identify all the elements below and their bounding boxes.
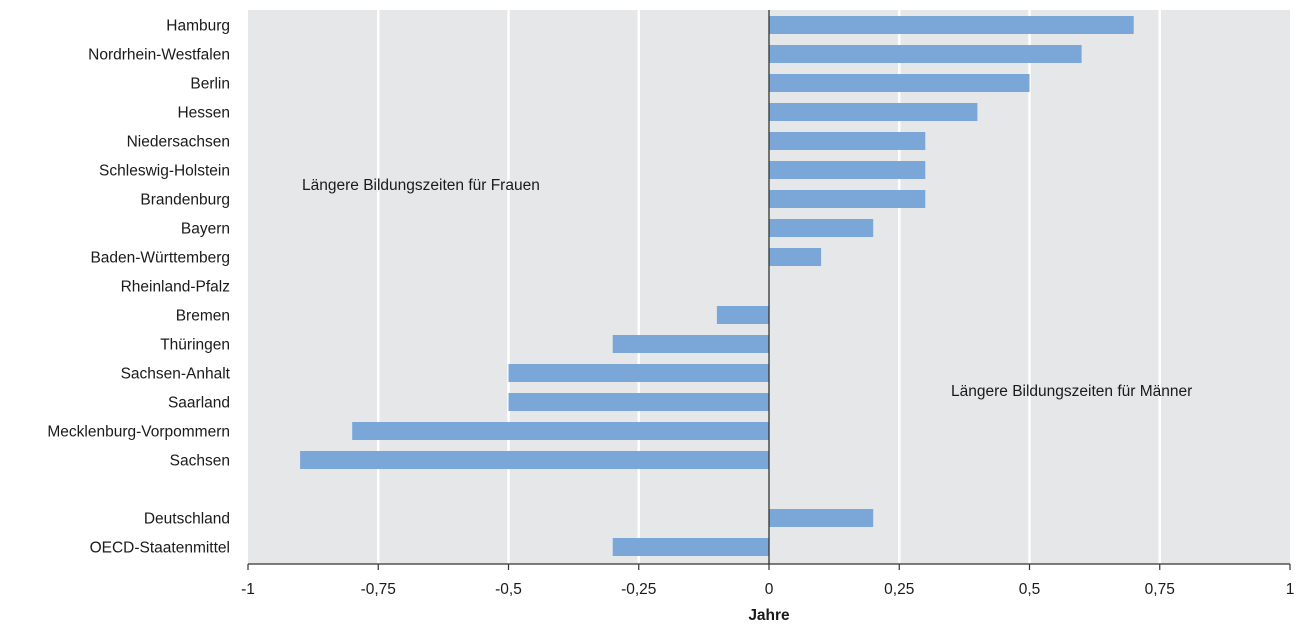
bar xyxy=(769,103,978,121)
category-label: Sachsen-Anhalt xyxy=(121,366,231,383)
bar xyxy=(612,538,769,556)
bar xyxy=(769,248,822,266)
bar xyxy=(769,161,926,179)
bar xyxy=(769,45,1082,63)
bar xyxy=(769,74,1030,92)
bars xyxy=(300,16,1134,556)
bar xyxy=(612,335,769,353)
bar xyxy=(769,16,1134,34)
category-label: Saarland xyxy=(168,395,230,412)
category-label: OECD-Staatenmittel xyxy=(90,540,230,557)
annotation-men: Längere Bildungszeiten für Männer xyxy=(951,383,1192,400)
category-label: Bayern xyxy=(181,221,230,238)
category-label: Rheinland-Pfalz xyxy=(121,279,230,296)
category-label: Niedersachsen xyxy=(127,134,230,151)
category-label: Bremen xyxy=(176,308,230,325)
bar xyxy=(508,393,769,411)
bar xyxy=(508,364,769,382)
x-axis-title: Jahre xyxy=(748,607,790,624)
category-label: Hessen xyxy=(177,105,230,122)
category-label: Thüringen xyxy=(160,337,230,354)
x-tick-label: -0,5 xyxy=(495,581,522,598)
category-label: Brandenburg xyxy=(140,192,230,209)
category-labels: Hamburg Nordrhein-Westfalen Berlin Hessen Ni… xyxy=(47,18,230,557)
category-label: Hamburg xyxy=(166,18,230,35)
category-label: Schleswig-Holstein xyxy=(99,163,230,180)
bar xyxy=(769,219,874,237)
x-tick-label: -0,75 xyxy=(361,581,396,598)
x-tick-label: 0,75 xyxy=(1145,581,1175,598)
bar xyxy=(716,306,769,324)
bar xyxy=(300,451,769,469)
category-label: Nordrhein-Westfalen xyxy=(88,47,230,64)
x-tick-label: 0,5 xyxy=(1019,581,1041,598)
category-label: Deutschland xyxy=(144,511,230,528)
bar xyxy=(769,132,926,150)
category-label: Berlin xyxy=(190,76,230,93)
x-tick-label: 0,25 xyxy=(884,581,914,598)
grid-lines xyxy=(377,10,1161,564)
bar xyxy=(352,422,769,440)
bar xyxy=(769,509,874,527)
x-tick-label: -1 xyxy=(241,581,255,598)
x-tick-label: -0,25 xyxy=(621,581,656,598)
category-label: Baden-Württemberg xyxy=(90,250,230,267)
x-tick-label: 0 xyxy=(765,581,774,598)
category-label: Sachsen xyxy=(170,453,230,470)
x-tick-label: 1 xyxy=(1286,581,1295,598)
bar xyxy=(769,190,926,208)
annotation-women: Längere Bildungszeiten für Frauen xyxy=(302,177,540,194)
x-axis: -1 -0,75 -0,5 -0,25 0 0,25 0,5 0,75 1 xyxy=(241,563,1295,598)
category-label: Mecklenburg-Vorpommern xyxy=(47,424,230,441)
